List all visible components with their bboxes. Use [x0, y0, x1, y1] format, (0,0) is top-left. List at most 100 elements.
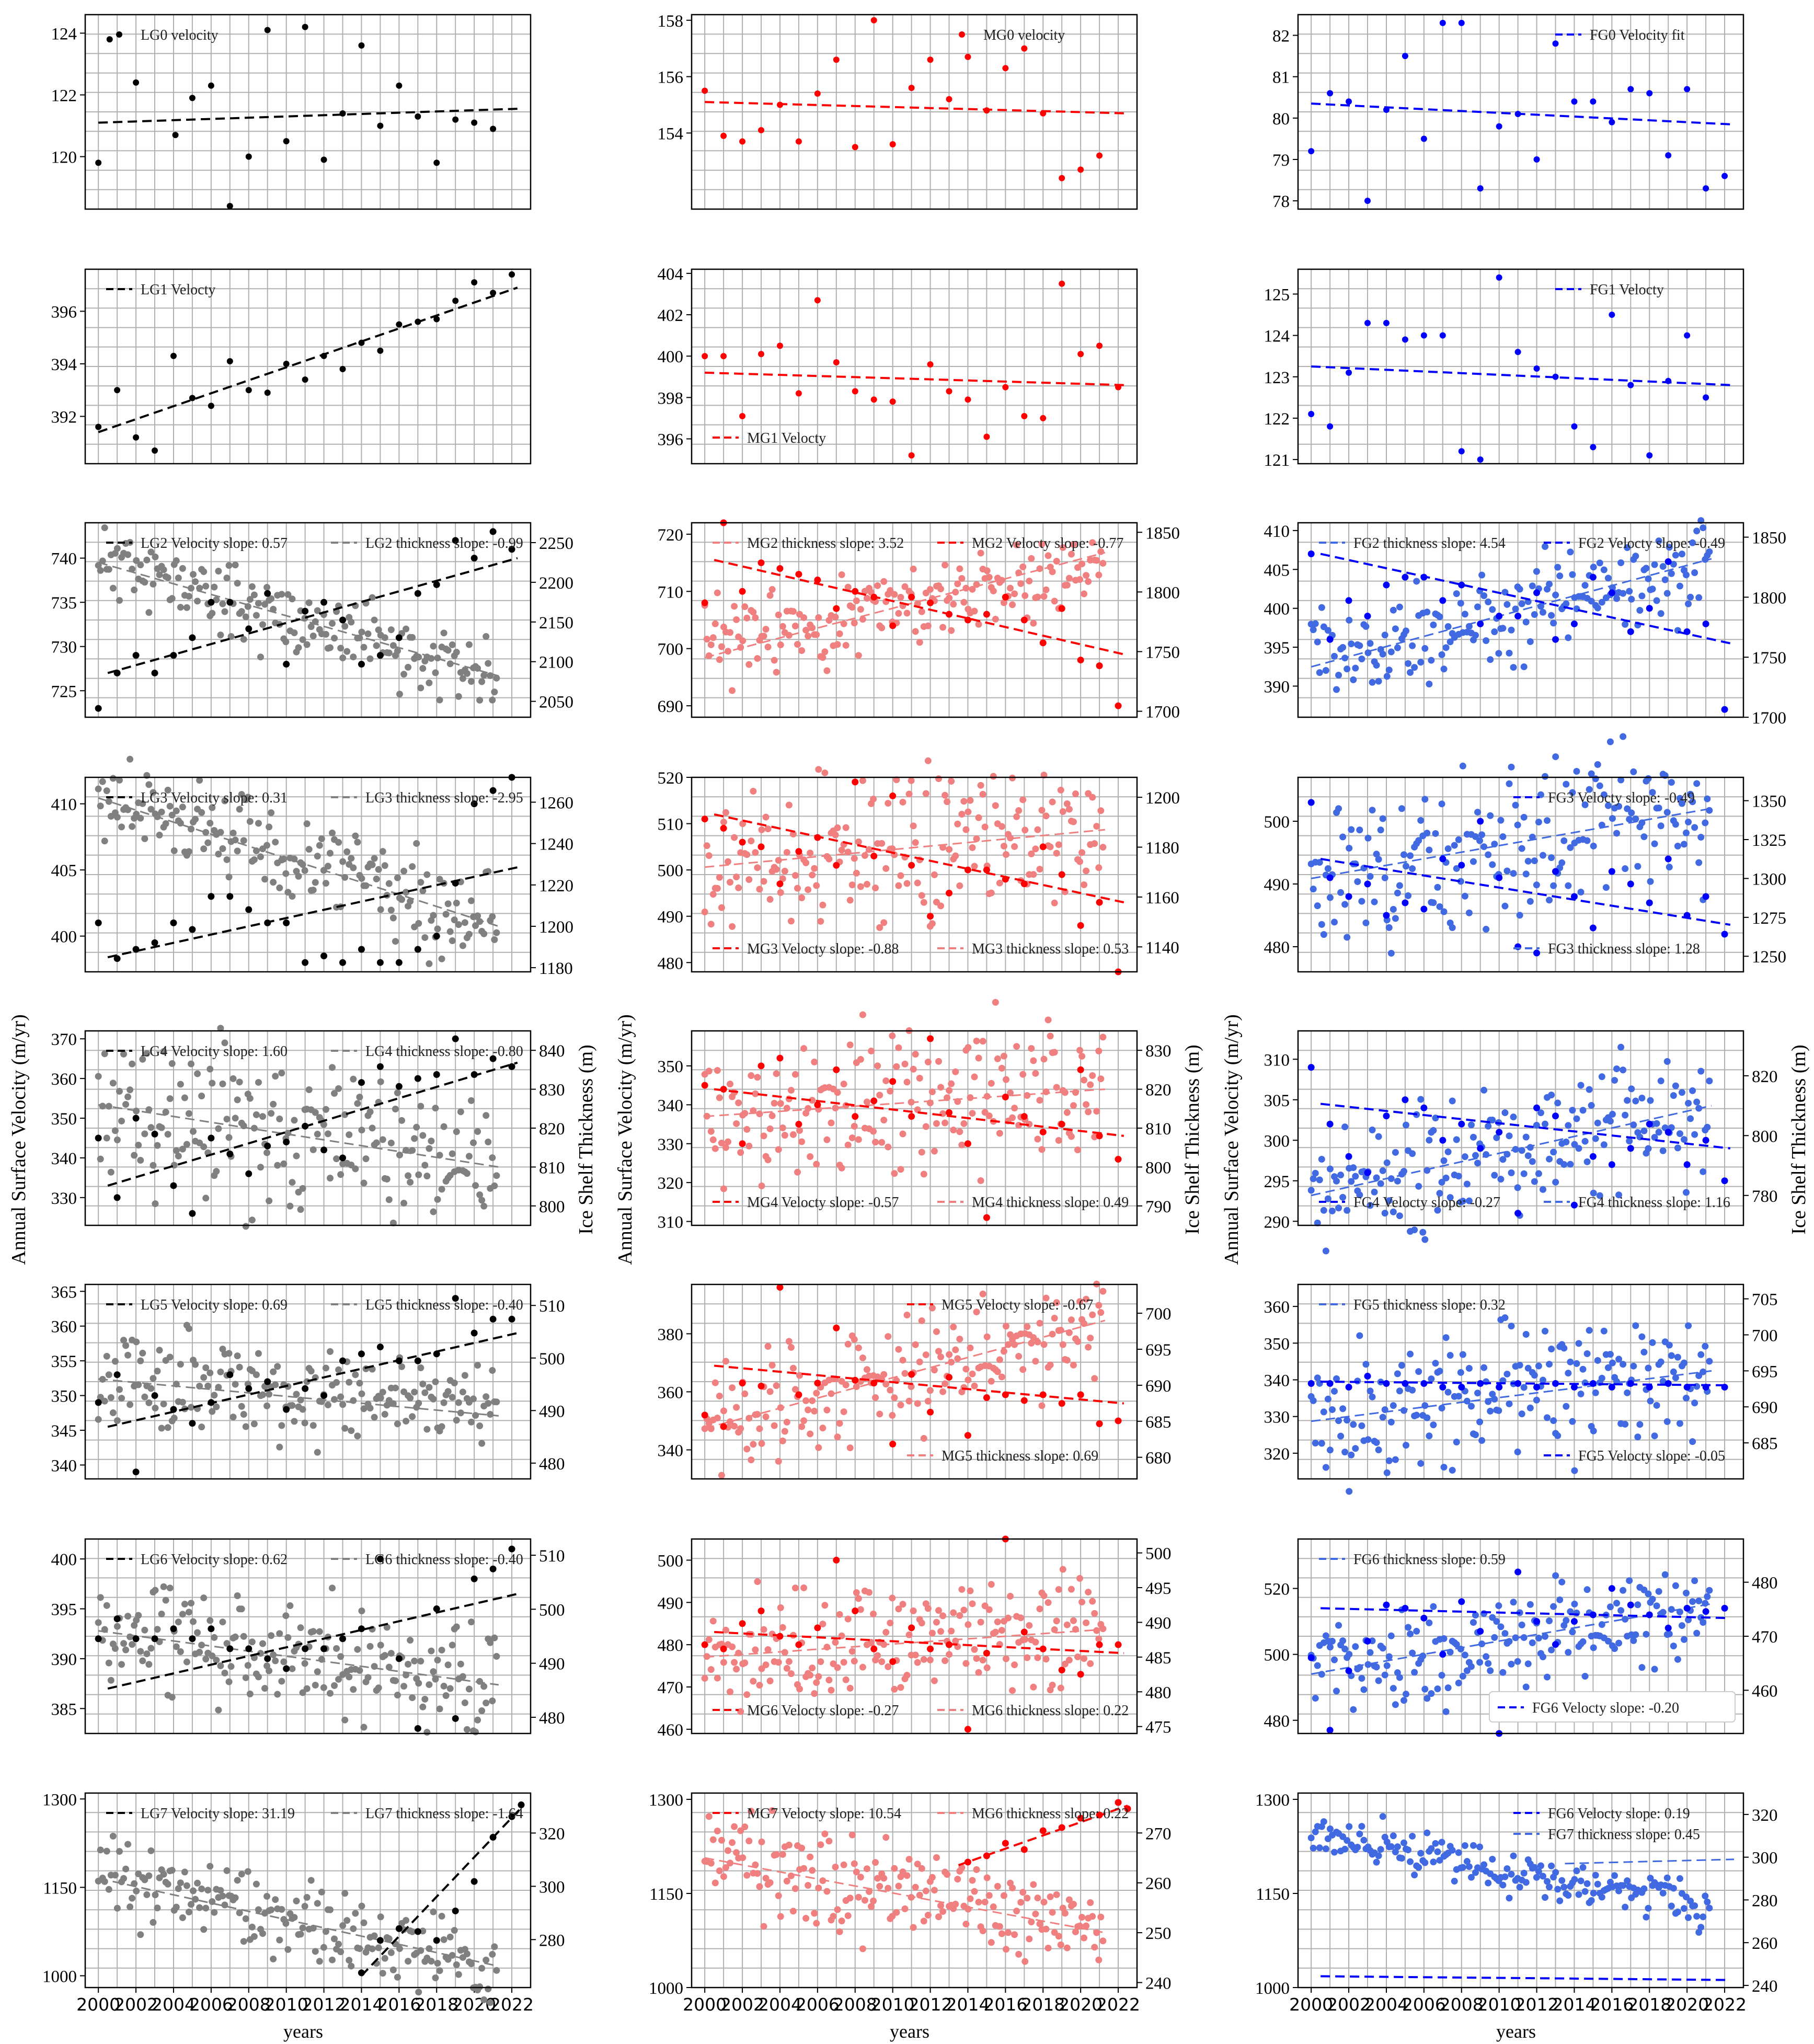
thickness-point [868, 1048, 875, 1055]
thickness-point [252, 612, 260, 619]
data-point [1021, 45, 1028, 52]
thickness-point [440, 1936, 447, 1943]
thickness-point [891, 1394, 898, 1402]
trend-line [1311, 102, 1730, 125]
thickness-point [97, 1594, 104, 1601]
velocity-point [245, 1645, 252, 1652]
legend-label: MG6 Velocty slope: -0.27 [747, 1703, 899, 1719]
thickness-point [975, 1054, 982, 1062]
thickness-point [1423, 608, 1431, 616]
thickness-point [1622, 1111, 1629, 1119]
thickness-point [266, 823, 273, 831]
thickness-point [1497, 1623, 1505, 1630]
velocity-point [470, 1329, 478, 1337]
thickness-point [1019, 1071, 1027, 1078]
thickness-point [1436, 903, 1443, 910]
thickness-point [1398, 1362, 1405, 1369]
thickness-point [259, 1930, 267, 1937]
thickness-point [145, 1106, 153, 1113]
thickness-point [1630, 768, 1637, 775]
thickness-point [1663, 1418, 1671, 1425]
thickness-point [851, 1122, 858, 1130]
thickness-point [737, 1425, 744, 1432]
thickness-trend-line [1311, 558, 1712, 668]
thickness-point [731, 1823, 738, 1830]
velocity-point [245, 1170, 252, 1177]
thickness-point [1348, 1178, 1355, 1185]
thickness-point [101, 837, 108, 845]
thickness-point [1529, 1158, 1536, 1165]
thickness-point [430, 1395, 437, 1403]
thickness-point [392, 1105, 399, 1112]
thickness-point [444, 1388, 452, 1395]
y2-tick-label: 510 [539, 1547, 565, 1566]
thickness-point [1478, 831, 1486, 839]
thickness-point [346, 1379, 353, 1386]
thickness-point [389, 642, 397, 649]
thickness-point [965, 1376, 972, 1384]
thickness-point [364, 1674, 372, 1681]
thickness-point [1034, 1338, 1041, 1346]
thickness-point [1036, 1319, 1043, 1327]
thickness-point [1379, 815, 1386, 822]
thickness-point [775, 1146, 782, 1153]
thickness-point [147, 806, 155, 813]
velocity-point [1020, 1397, 1028, 1404]
thickness-point [1339, 833, 1347, 841]
y2-tick-label: 1250 [1752, 948, 1786, 967]
thickness-point [209, 1080, 216, 1087]
thickness-point [714, 589, 721, 596]
thickness-trend-line [98, 1877, 499, 1967]
thickness-point [809, 1097, 816, 1104]
thickness-point [1350, 676, 1357, 683]
thickness-point [190, 1128, 197, 1135]
thickness-point [1615, 803, 1623, 810]
thickness-point [272, 1896, 279, 1903]
thickness-point [1057, 1941, 1064, 1948]
thickness-point [1691, 1399, 1698, 1407]
thickness-point [855, 652, 862, 659]
y-tick-label: 320 [1264, 1445, 1290, 1464]
thickness-point [109, 775, 117, 782]
thickness-point [709, 1836, 717, 1843]
thickness-point [105, 1371, 112, 1379]
thickness-point [901, 1060, 909, 1067]
thickness-point [1628, 1085, 1635, 1093]
thickness-point [1598, 1374, 1605, 1382]
thickness-point [885, 1333, 892, 1340]
thickness-point [341, 1716, 349, 1724]
thickness-point [722, 1864, 729, 1871]
thickness-point [1632, 1322, 1639, 1329]
thickness-point [1544, 1414, 1551, 1421]
thickness-point [385, 1196, 393, 1203]
thickness-point [145, 1399, 153, 1406]
thickness-point [407, 1394, 414, 1402]
thickness-point [1552, 1572, 1559, 1579]
thickness-point [918, 1149, 925, 1156]
thickness-point [1697, 1067, 1705, 1075]
thickness-point [314, 1668, 321, 1675]
thickness-point [358, 628, 365, 636]
thickness-point [998, 1064, 1005, 1072]
thickness-point [493, 1652, 500, 1660]
thickness-point [1537, 1109, 1544, 1117]
thickness-point [485, 1985, 492, 1993]
data-point [377, 122, 384, 129]
thickness-point [1369, 679, 1376, 686]
thickness-point [1524, 1660, 1532, 1668]
thickness-point [1042, 1656, 1050, 1663]
y2-tick-label: 1750 [1752, 649, 1786, 668]
thickness-point [1318, 921, 1325, 928]
thickness-point [811, 1690, 818, 1697]
thickness-point [377, 1394, 384, 1402]
thickness-point [375, 626, 382, 634]
thickness-point [1400, 1168, 1407, 1175]
velocity-point [1721, 1177, 1728, 1185]
thickness-point [1455, 1173, 1462, 1180]
thickness-point [1645, 775, 1652, 782]
thickness-point [834, 641, 841, 648]
thickness-point [815, 614, 822, 621]
velocity-point [776, 1054, 784, 1062]
thickness-point [261, 876, 269, 883]
thickness-point [1032, 1358, 1039, 1365]
